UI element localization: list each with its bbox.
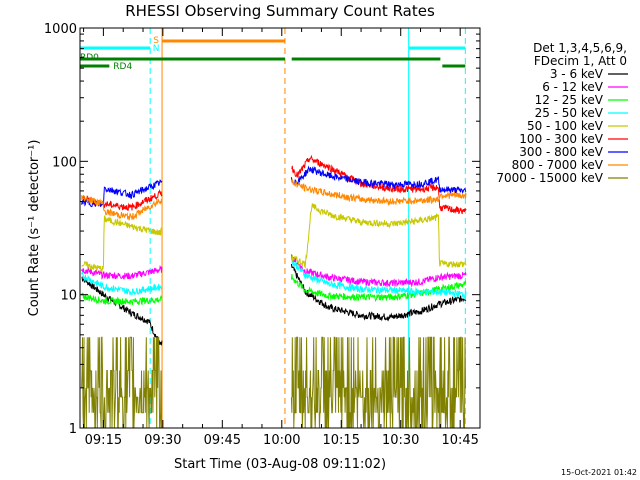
x-tick-label: 10:00	[263, 433, 300, 448]
legend-label: 7000 - 15000 keV	[496, 171, 603, 185]
y-tick-label: 1000	[44, 22, 77, 37]
chart-title: RHESSI Observing Summary Count Rates	[125, 2, 435, 20]
legend-label: 3 - 6 keV	[550, 67, 604, 81]
x-tick-label: 10:45	[441, 433, 478, 448]
series-300-800-kev-post	[290, 165, 467, 195]
status-label-s: S	[153, 36, 159, 46]
x-axis-label: Start Time (03-Aug-08 09:11:02)	[174, 457, 386, 472]
plot-frame	[79, 27, 481, 429]
x-tick-label: 09:45	[204, 433, 241, 448]
status-label-rd0: RD0	[80, 53, 99, 63]
legend-label: 6 - 12 keV	[542, 80, 604, 94]
series-300-800-kev-pre	[81, 179, 163, 208]
series-50-100-kev-post	[290, 203, 467, 269]
status-bars: SN RD0 RD4	[80, 36, 466, 72]
status-label-n: N	[153, 44, 160, 54]
x-tick-label: 10:15	[323, 433, 360, 448]
series-800-7000-kev-post	[290, 178, 467, 206]
footer-timestamp: 15-Oct-2021 01:42	[561, 468, 637, 477]
series-50-100-kev-pre	[81, 214, 163, 274]
y-tick-label: 1	[69, 422, 77, 437]
legend-header-line-2: FDecim 1, Att 0	[534, 54, 627, 68]
y-tick-label: 10	[60, 289, 77, 304]
status-label-rd4: RD4	[113, 62, 132, 72]
legend-label: 25 - 50 keV	[535, 106, 604, 120]
legend-label: 300 - 800 keV	[519, 145, 603, 159]
series-3-6-kev-pre	[81, 276, 163, 347]
series-25-50-kev-pre	[81, 272, 163, 296]
legend-header-line-1: Det 1,3,4,5,6,9,	[533, 41, 627, 55]
legend: Det 1,3,4,5,6,9, FDecim 1, Att 0 3 - 6 k…	[496, 41, 628, 185]
series-100-300-kev-post	[291, 154, 467, 215]
axis-layer: 09:15 09:30 09:45 10:00 10:15 10:30 10:45 1 10 10…	[44, 22, 480, 448]
y-axis-label: Count Rate (s⁻¹ detector⁻¹)	[27, 140, 42, 317]
x-tick-label: 10:30	[382, 433, 419, 448]
legend-label: 12 - 25 keV	[535, 93, 604, 107]
series-25-50-kev-post	[290, 257, 467, 299]
series-12-25-kev-pre	[81, 292, 163, 307]
series-6-12-kev-pre	[81, 264, 163, 280]
legend-label: 100 - 300 keV	[519, 132, 603, 146]
series-6-12-kev-post	[290, 254, 467, 288]
x-tick-label: 09:15	[85, 433, 122, 448]
legend-label: 800 - 7000 keV	[512, 158, 604, 172]
legend-label: 50 - 100 keV	[527, 119, 604, 133]
x-tick-label: 09:30	[144, 433, 181, 448]
series-12-25-kev-post	[290, 274, 467, 303]
y-tick-label: 100	[52, 155, 77, 170]
series-3-6-kev-post	[290, 263, 467, 322]
series-800-7000-kev-pre	[81, 194, 163, 221]
